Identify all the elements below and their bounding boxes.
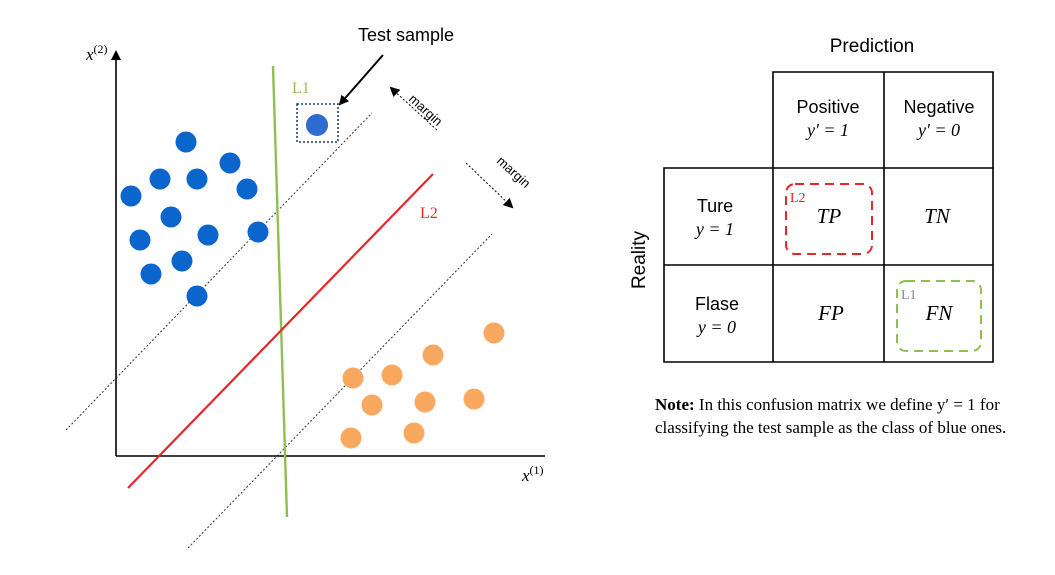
- blue-points: [120, 131, 269, 307]
- x-axis-label: x(1): [521, 463, 544, 485]
- orange-point-2: [422, 344, 444, 366]
- blue-point-5: [120, 185, 142, 207]
- note-bold: Note:: [655, 395, 695, 414]
- test-sample-arrow: [338, 54, 384, 106]
- blue-point-9: [197, 224, 219, 246]
- orange-point-7: [463, 388, 485, 410]
- confusion-matrix: Prediction Reality Positive y′ = 1 Negat…: [629, 36, 994, 363]
- note-body: In this confusion matrix we define y′ = …: [655, 395, 1007, 437]
- line-l2: [127, 173, 434, 489]
- fn-highlight-box: [896, 280, 982, 352]
- blue-point-1: [175, 131, 197, 153]
- reality-header: Reality: [629, 230, 650, 289]
- positive-label: Positive: [796, 97, 859, 117]
- fn-cell: FN: [925, 301, 954, 325]
- prediction-header: Prediction: [830, 36, 915, 57]
- blue-point-11: [171, 250, 193, 272]
- matrix-grid: [663, 71, 994, 363]
- test-sample-point[interactable]: [306, 114, 328, 136]
- orange-point-5: [361, 394, 383, 416]
- orange-point-1: [483, 322, 505, 344]
- blue-point-7: [160, 206, 182, 228]
- blue-point-2: [149, 168, 171, 190]
- blue-point-13: [186, 285, 208, 307]
- true-formula: y = 1: [694, 219, 734, 239]
- blue-point-4: [219, 152, 241, 174]
- orange-points: [340, 322, 505, 449]
- note-text: Note: In this confusion matrix we define…: [655, 393, 1035, 439]
- test-sample-label: Test sample: [358, 25, 454, 45]
- true-label: Ture: [697, 196, 733, 216]
- tp-cell: TP: [817, 204, 842, 228]
- blue-point-3: [186, 168, 208, 190]
- blue-point-12: [140, 263, 162, 285]
- blue-point-6: [236, 178, 258, 200]
- blue-point-10: [247, 221, 269, 243]
- orange-point-4: [381, 364, 403, 386]
- test-sample-box: [296, 103, 339, 143]
- margin-label-2: margin: [494, 153, 534, 191]
- line-l1: [271, 65, 289, 518]
- lower-margin-line: [187, 233, 493, 549]
- fn-tag: L1: [901, 288, 917, 303]
- orange-point-3: [342, 367, 364, 389]
- false-formula: y = 0: [696, 317, 736, 337]
- tp-highlight-box: [785, 183, 873, 255]
- margin-arrow-2: [465, 162, 514, 209]
- y-axis-label: x(2): [85, 42, 108, 64]
- margin-label-1: margin: [406, 91, 446, 129]
- orange-point-6: [414, 391, 436, 413]
- positive-formula: y′ = 1: [805, 120, 849, 140]
- false-label: Flase: [695, 294, 739, 314]
- line-l1-label: L1: [292, 80, 310, 97]
- fp-cell: FP: [817, 301, 844, 325]
- line-l2-label: L2: [420, 205, 438, 222]
- tp-tag: L2: [790, 191, 806, 206]
- negative-label: Negative: [903, 97, 974, 117]
- blue-point-8: [129, 229, 151, 251]
- scatter-diagram: x(2) x(1) L1 L2 margin margin Test sampl…: [65, 25, 545, 549]
- orange-point-8: [340, 427, 362, 449]
- negative-formula: y′ = 0: [916, 120, 960, 140]
- tn-cell: TN: [924, 204, 951, 228]
- orange-point-9: [403, 422, 425, 444]
- upper-margin-line: [65, 112, 373, 431]
